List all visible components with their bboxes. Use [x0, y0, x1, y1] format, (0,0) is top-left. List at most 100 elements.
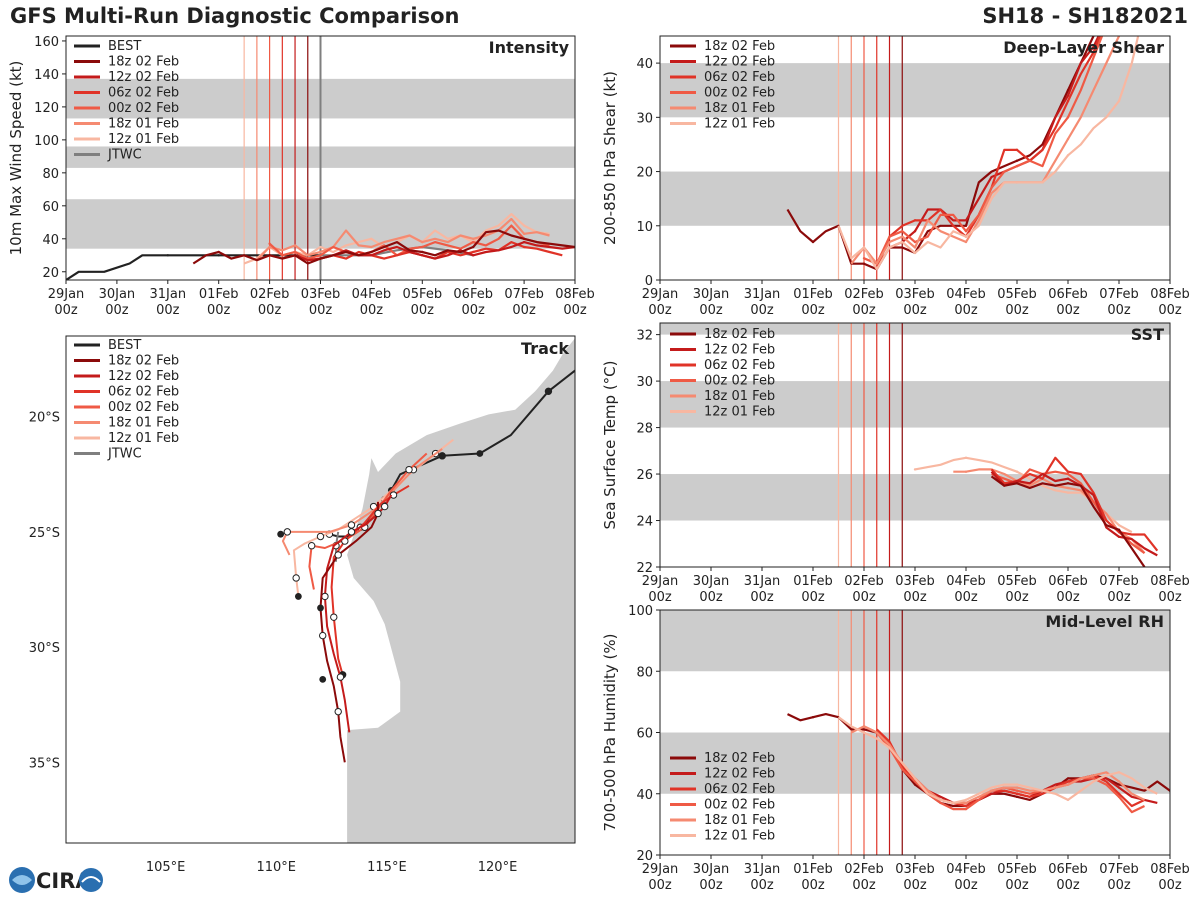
legend-label: 18z 01 Feb [704, 389, 775, 404]
data-point [1066, 472, 1070, 476]
series-line [990, 470, 1158, 557]
series-group [66, 213, 575, 280]
data-point [1117, 535, 1121, 538]
threshold-band [660, 610, 1170, 672]
legend-label: 06z 02 Feb [704, 358, 775, 373]
x-tick-label: 00z [512, 303, 536, 318]
y-tick-label: 32 [636, 329, 653, 344]
x-tick-label: 31Jan [744, 287, 781, 302]
track-marker [334, 551, 342, 559]
data-point [1117, 780, 1121, 783]
data-point [1066, 486, 1070, 490]
data-point [319, 245, 322, 249]
latitude-label: 20°S [29, 411, 60, 426]
storm-id-title: SH18 - SH182021 [982, 4, 1188, 28]
data-point [1066, 780, 1070, 783]
x-tick-label: 00z [801, 590, 825, 605]
x-tick-label: 00z [1107, 878, 1131, 893]
x-tick-label: 04Feb [352, 287, 392, 302]
track-marker [283, 528, 292, 536]
data-point [421, 250, 424, 254]
y-tick-label: 40 [636, 788, 653, 803]
data-point [522, 237, 526, 240]
data-point [964, 470, 968, 473]
data-point [964, 456, 968, 459]
legend-label: 12z 02 Feb [108, 369, 179, 384]
x-tick-label: 00z [801, 878, 825, 893]
legend-label: BEST [108, 338, 141, 353]
x-tick-label: 00z [801, 303, 825, 318]
data-point [862, 731, 866, 734]
longitude-label: 105°E [146, 860, 186, 875]
data-point [913, 777, 917, 780]
x-tick-label: 03Feb [895, 862, 935, 877]
x-tick-label: 00z [1107, 303, 1131, 318]
data-point [1117, 523, 1121, 527]
track-marker [347, 521, 356, 529]
y-tick-label: 100 [628, 604, 653, 619]
panel-title: Track [521, 339, 569, 358]
track-marker-filled [294, 593, 302, 600]
series-line [837, 716, 1158, 805]
data-point [1066, 154, 1070, 157]
data-point [472, 254, 475, 257]
latitude-label: 35°S [29, 756, 60, 771]
data-point [1066, 89, 1070, 92]
data-point [1066, 491, 1070, 494]
legend-label: 18z 02 Feb [704, 39, 775, 54]
x-tick-label: 00z [1005, 878, 1029, 893]
x-tick-label: 05Feb [997, 862, 1037, 877]
data-point [964, 807, 968, 811]
data-point [522, 240, 526, 244]
x-tick-label: 00z [1056, 590, 1080, 605]
series-line [192, 229, 575, 265]
x-tick-label: 30Jan [693, 287, 730, 302]
x-tick-label: 03Feb [301, 287, 341, 302]
x-tick-label: 08Feb [555, 287, 595, 302]
data-point [913, 783, 917, 786]
series-line [850, 36, 1121, 265]
x-tick-label: 29Jan [642, 287, 679, 302]
data-point [862, 728, 866, 731]
track-marker [316, 532, 325, 541]
legend-label: 00z 02 Feb [108, 101, 179, 116]
panel-track: 105°E 110°E 115°E 120°E 20°S 25°S 30°S 35°S Trac… [29, 335, 576, 875]
data-point [166, 254, 169, 257]
data-point [1066, 477, 1070, 480]
data-point [862, 262, 866, 265]
x-tick-label: 00z [903, 590, 927, 605]
data-point [913, 251, 917, 255]
map-area [277, 338, 575, 843]
track-marker-filled [438, 452, 446, 460]
data-point [421, 254, 424, 257]
data-point [421, 240, 424, 244]
x-tick-label: 00z [309, 303, 333, 318]
data-point [1066, 783, 1070, 786]
data-point [1015, 470, 1019, 473]
data-point [268, 254, 271, 257]
x-tick-label: 06Feb [1048, 287, 1088, 302]
legend-label: 12z 01 Feb [108, 431, 179, 446]
data-point [217, 250, 220, 254]
x-tick-label: 00z [750, 878, 774, 893]
track-marker [334, 707, 342, 716]
y-tick-label: 26 [636, 468, 653, 483]
data-point [862, 725, 866, 728]
x-tick-label: 04Feb [946, 862, 986, 877]
legend-label: 18z 01 Feb [108, 416, 179, 431]
track-line [281, 448, 443, 556]
track-marker [321, 592, 329, 601]
data-point [319, 254, 322, 257]
data-point [217, 254, 220, 257]
data-point [1015, 792, 1019, 795]
x-tick-label: 00z [1005, 590, 1029, 605]
legend-label: 12z 01 Feb [704, 829, 775, 844]
x-tick-label: 04Feb [946, 574, 986, 589]
data-point [1015, 159, 1019, 162]
data-point [421, 245, 424, 249]
legend-label: 12z 02 Feb [108, 70, 179, 85]
x-tick-label: 06Feb [1048, 862, 1088, 877]
x-tick-label: 00z [105, 303, 129, 318]
track-marker [374, 509, 382, 518]
x-tick-label: 08Feb [1150, 862, 1190, 877]
